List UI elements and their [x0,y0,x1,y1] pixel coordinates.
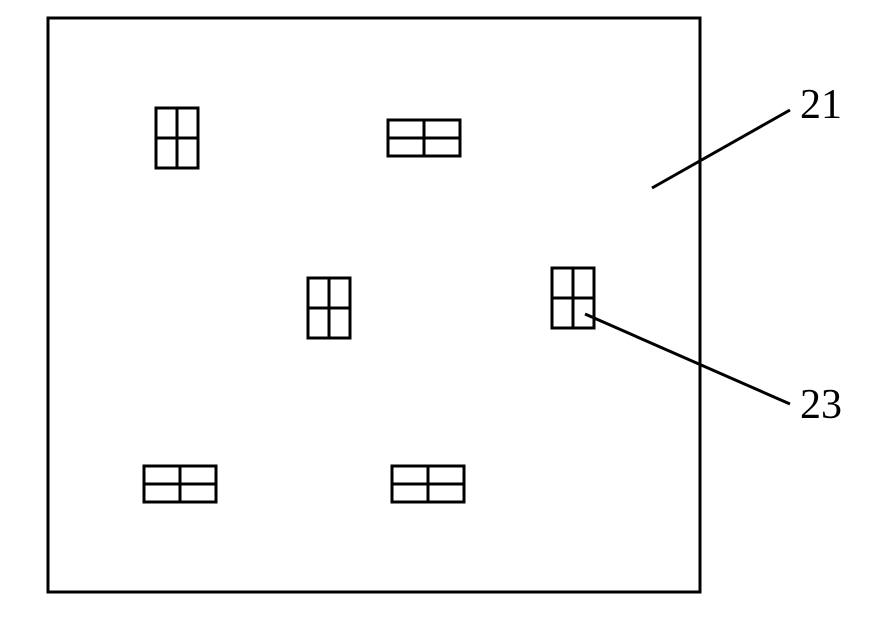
background [0,0,874,642]
label-23: 23 [800,382,842,428]
technical-diagram: 21 23 [0,0,874,642]
label-21: 21 [800,82,842,128]
